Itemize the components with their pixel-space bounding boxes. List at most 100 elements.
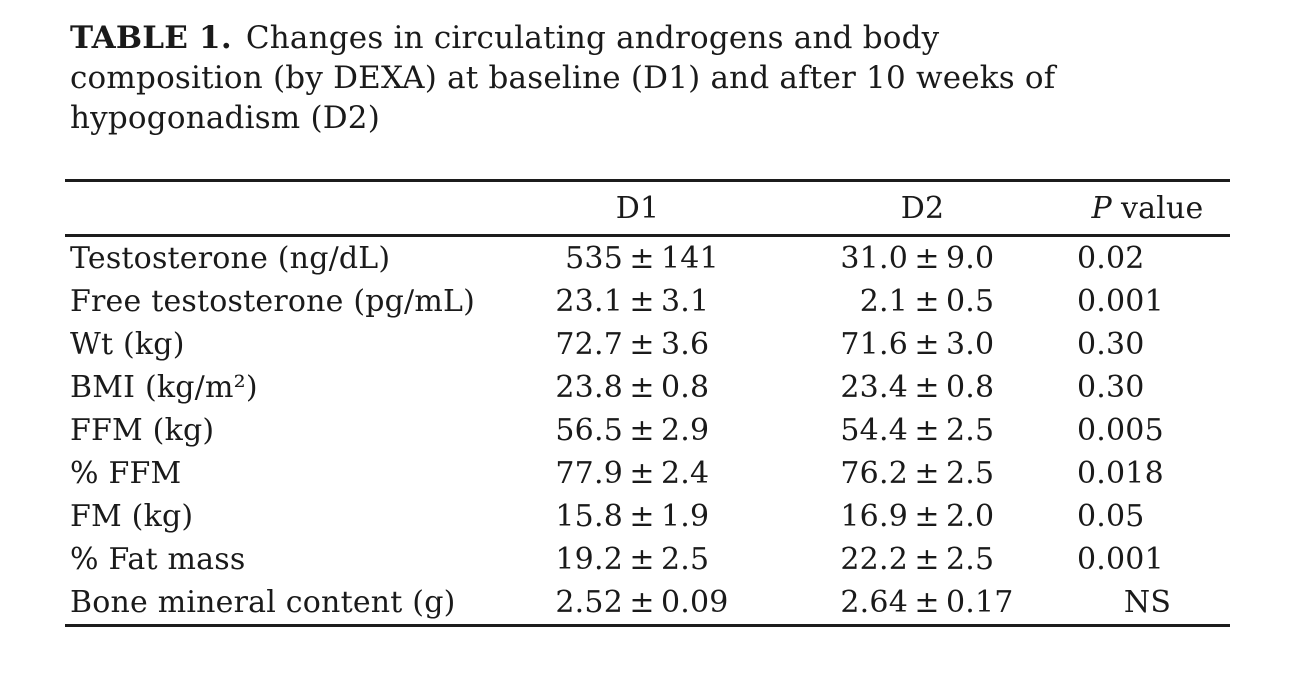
d2-mean: 16.9	[840, 499, 908, 534]
row-label: Wt (kg)	[70, 327, 185, 362]
d2-mean: 23.4	[840, 370, 908, 405]
d2-mean: 54.4	[840, 413, 908, 448]
row-label: Testosterone (ng/dL)	[70, 241, 391, 276]
p-value-cell: 0.02	[1077, 241, 1145, 276]
plus-minus-sign: ±	[914, 284, 940, 319]
p-value-cell: 0.018	[1077, 456, 1164, 491]
d2-mean: 31.0	[840, 241, 908, 276]
row-label: % Fat mass	[70, 542, 246, 577]
d2-sd: 2.5	[946, 456, 995, 491]
d2-value-cell: 2.64 ±0.17	[780, 581, 1065, 624]
plus-minus-sign: ±	[914, 456, 940, 491]
d1-sd: 3.6	[661, 327, 710, 362]
row-label: % FFM	[70, 456, 182, 491]
plus-minus-sign: ±	[914, 241, 940, 276]
plus-minus-sign: ±	[629, 413, 655, 448]
d1-mean: 77.9	[555, 456, 623, 491]
plus-minus-sign: ±	[629, 499, 655, 534]
d1-sd: 2.5	[661, 542, 710, 577]
d1-sd: 2.4	[661, 456, 710, 491]
p-value-cell: 0.30	[1077, 327, 1145, 362]
d2-mean: 71.6	[840, 327, 908, 362]
row-label: BMI (kg/m²)	[70, 370, 258, 405]
d1-mean: 56.5	[555, 413, 623, 448]
d1-mean: 535	[565, 241, 623, 276]
d1-mean: 19.2	[555, 542, 623, 577]
d1-mean: 15.8	[555, 499, 623, 534]
plus-minus-sign: ±	[629, 456, 655, 491]
d2-value-cell: 23.4 ±0.8	[780, 366, 1065, 409]
table-number-label: TABLE 1.	[70, 20, 232, 56]
p-value-cell: 0.001	[1077, 542, 1164, 577]
d2-sd: 0.8	[946, 370, 995, 405]
d2-mean: 2.64	[840, 585, 908, 620]
d1-value-cell: 19.2 ±2.5	[495, 538, 780, 581]
d2-value-cell: 31.0 ±9.0	[780, 237, 1065, 280]
row-label: FM (kg)	[70, 499, 194, 534]
header-p-value: P value	[1065, 182, 1230, 237]
row-label: Free testosterone (pg/mL)	[70, 284, 476, 319]
plus-minus-sign: ±	[914, 542, 940, 577]
d1-sd: 141	[661, 241, 719, 276]
d1-value-cell: 15.8 ±1.9	[495, 495, 780, 538]
header-empty-cell	[65, 182, 495, 237]
d2-value-cell: 54.4 ±2.5	[780, 409, 1065, 452]
table-caption: TABLE 1. Changes in circulating androgens…	[70, 18, 1190, 138]
plus-minus-sign: ±	[629, 370, 655, 405]
d2-sd: 2.5	[946, 542, 995, 577]
d1-value-cell: 535 ±141	[495, 237, 780, 280]
plus-minus-sign: ±	[914, 499, 940, 534]
plus-minus-sign: ±	[629, 542, 655, 577]
plus-minus-sign: ±	[629, 327, 655, 362]
d1-value-cell: 77.9 ±2.4	[495, 452, 780, 495]
d1-value-cell: 23.8 ±0.8	[495, 366, 780, 409]
d1-value-cell: 72.7 ±3.6	[495, 323, 780, 366]
header-p-italic: P	[1091, 190, 1112, 226]
d1-value-cell: 2.52 ±0.09	[495, 581, 780, 624]
d2-mean: 22.2	[840, 542, 908, 577]
d2-value-cell: 22.2 ±2.5	[780, 538, 1065, 581]
plus-minus-sign: ±	[914, 413, 940, 448]
p-value-cell: 0.05	[1077, 499, 1145, 534]
plus-minus-sign: ±	[914, 585, 940, 620]
d2-sd: 3.0	[946, 327, 995, 362]
d1-sd: 1.9	[661, 499, 710, 534]
d1-mean: 23.8	[555, 370, 623, 405]
plus-minus-sign: ±	[914, 327, 940, 362]
p-value-cell: 0.30	[1077, 370, 1145, 405]
caption-line-1: Changes in circulating androgens and bod…	[245, 20, 940, 56]
d1-sd: 2.9	[661, 413, 710, 448]
d2-sd: 0.17	[946, 585, 1014, 620]
d1-mean: 72.7	[555, 327, 623, 362]
d2-sd: 2.0	[946, 499, 995, 534]
d2-value-cell: 2.1 ±0.5	[780, 280, 1065, 323]
caption-line-3: hypogonadism (D2)	[70, 100, 381, 136]
p-value-cell: NS	[1123, 585, 1172, 620]
header-d2: D2	[780, 182, 1065, 237]
d2-sd: 0.5	[946, 284, 995, 319]
d2-value-cell: 16.9 ±2.0	[780, 495, 1065, 538]
plus-minus-sign: ±	[629, 241, 655, 276]
d2-value-cell: 71.6 ±3.0	[780, 323, 1065, 366]
row-label: FFM (kg)	[70, 413, 215, 448]
d1-sd: 3.1	[661, 284, 710, 319]
p-value-cell: 0.005	[1077, 413, 1164, 448]
d2-sd: 2.5	[946, 413, 995, 448]
data-table: D1 D2 P value Testosterone (ng/dL) 535 ±1…	[65, 179, 1230, 627]
d1-sd: 0.8	[661, 370, 710, 405]
d1-value-cell: 56.5 ±2.9	[495, 409, 780, 452]
d2-mean: 76.2	[840, 456, 908, 491]
header-d1: D1	[495, 182, 780, 237]
d1-value-cell: 23.1 ±3.1	[495, 280, 780, 323]
plus-minus-sign: ±	[914, 370, 940, 405]
plus-minus-sign: ±	[629, 585, 655, 620]
caption-line-2: composition (by DEXA) at baseline (D1) a…	[70, 60, 1056, 96]
d2-sd: 9.0	[946, 241, 995, 276]
p-value-cell: 0.001	[1077, 284, 1164, 319]
d2-mean: 2.1	[859, 284, 908, 319]
page: TABLE 1. Changes in circulating androgens…	[65, 18, 1230, 627]
plus-minus-sign: ±	[629, 284, 655, 319]
d1-mean: 23.1	[555, 284, 623, 319]
row-label: Bone mineral content (g)	[70, 585, 456, 620]
d1-sd: 0.09	[661, 585, 729, 620]
